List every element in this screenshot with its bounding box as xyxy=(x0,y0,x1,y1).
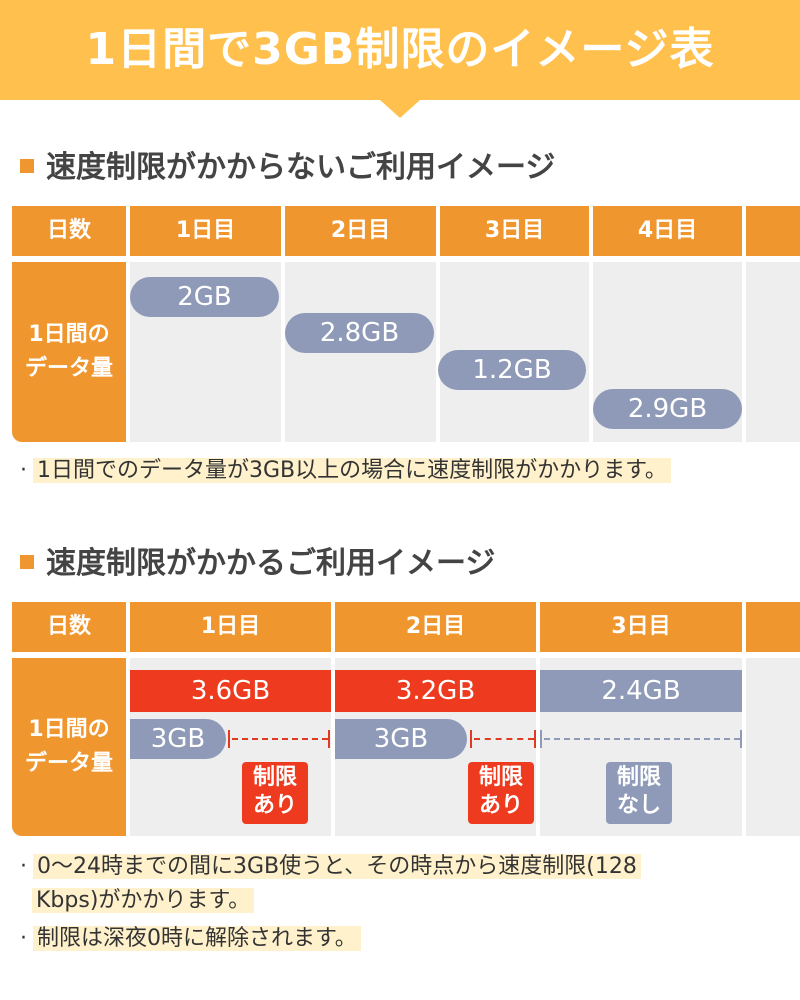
header-day-1: 1日目 xyxy=(130,206,281,256)
section1-note: · 1日間でのデータ量が3GB以上の場合に速度制限がかかります。 xyxy=(20,454,671,488)
row-label-line2: データ量 xyxy=(24,356,113,381)
bullet-square-icon xyxy=(20,554,34,569)
note-bullet: · xyxy=(20,926,27,951)
usage-pill-day-1: 2GB xyxy=(130,277,279,317)
limit-tick-start-day-3 xyxy=(540,730,542,748)
banner-title: 1日間で3GB制限のイメージ表 xyxy=(85,24,715,75)
usage-bar-day-1: 3.6GB xyxy=(130,670,331,712)
limit-marker-day-1: 3GB xyxy=(130,719,226,759)
limit-dash-day-3 xyxy=(544,738,740,740)
section2-title: 速度制限がかかるご利用イメージ xyxy=(20,544,495,584)
limit-tick-end-day-3 xyxy=(740,730,742,748)
title-banner xyxy=(0,0,800,100)
row-label-line2: データ量 xyxy=(24,751,113,776)
header-day-overflow xyxy=(746,206,800,256)
header-day-3: 3日目 xyxy=(440,206,589,256)
section2-note2-text: 制限は深夜0時に解除されます。 xyxy=(33,926,361,951)
limit-tick-start-day-1 xyxy=(228,730,230,748)
usage-pill-day-4: 2.9GB xyxy=(593,389,742,429)
limit-badge-day-2: 制限 あり xyxy=(468,762,534,824)
banner-arrow xyxy=(380,100,420,118)
cell-day-overflow xyxy=(746,262,800,442)
header-days-label: 日数 xyxy=(12,602,126,652)
usage-bar-day-3: 2.4GB xyxy=(540,670,742,712)
bullet-square-icon xyxy=(20,158,34,173)
row-label-daily-data: 1日間のデータ量 xyxy=(12,658,126,836)
section1-note-text: 1日間でのデータ量が3GB以上の場合に速度制限がかかります。 xyxy=(33,458,671,483)
badge-line1: 制限 xyxy=(252,765,297,790)
limit-tick-start-day-2 xyxy=(470,730,472,748)
badge-line2: なし xyxy=(616,793,661,818)
header-days-label: 日数 xyxy=(12,206,126,256)
badge-line2: あり xyxy=(478,793,523,818)
note-bullet: · xyxy=(20,854,27,879)
limit-marker-day-2: 3GB xyxy=(335,719,467,759)
usage-pill-day-2: 2.8GB xyxy=(285,313,434,353)
header-day-4: 4日目 xyxy=(593,206,742,256)
limit-tick-end-day-2 xyxy=(534,730,536,748)
header-day-3: 3日目 xyxy=(540,602,742,652)
badge-line2: あり xyxy=(252,793,297,818)
limit-badge-day-1: 制限 あり xyxy=(242,762,308,824)
header-day-2: 2日目 xyxy=(285,206,436,256)
usage-bar-day-2: 3.2GB xyxy=(335,670,536,712)
note-bullet: · xyxy=(20,458,27,483)
limit-dash-day-2 xyxy=(474,738,534,740)
section2-note2: · 制限は深夜0時に解除されます。 xyxy=(20,922,361,956)
row-label-daily-data: 1日間のデータ量 xyxy=(12,262,126,442)
section2-title-text: 速度制限がかかるご利用イメージ xyxy=(46,546,496,581)
cell-day-overflow xyxy=(746,658,800,836)
section1-title-text: 速度制限がかからないご利用イメージ xyxy=(46,150,556,185)
section2-note1: · 0〜24時までの間に3GB使うと、その時点から速度制限(128 Kbps)がか… xyxy=(20,850,641,918)
usage-pill-day-3: 1.2GB xyxy=(438,350,586,390)
limit-badge-day-3: 制限 なし xyxy=(606,762,672,824)
section2-note1-line2: Kbps)がかかります。 xyxy=(32,888,255,913)
limit-tick-end-day-1 xyxy=(328,730,330,748)
section1-title: 速度制限がかからないご利用イメージ xyxy=(20,148,555,188)
header-day-overflow xyxy=(746,602,800,652)
badge-line1: 制限 xyxy=(616,765,661,790)
badge-line1: 制限 xyxy=(478,765,523,790)
row-label-line1: 1日間の xyxy=(28,322,110,347)
header-day-2: 2日目 xyxy=(335,602,536,652)
section2-note1-line1: 0〜24時までの間に3GB使うと、その時点から速度制限(128 xyxy=(33,854,641,879)
row-label-line1: 1日間の xyxy=(28,717,110,742)
header-day-1: 1日目 xyxy=(130,602,331,652)
limit-dash-day-1 xyxy=(232,738,328,740)
